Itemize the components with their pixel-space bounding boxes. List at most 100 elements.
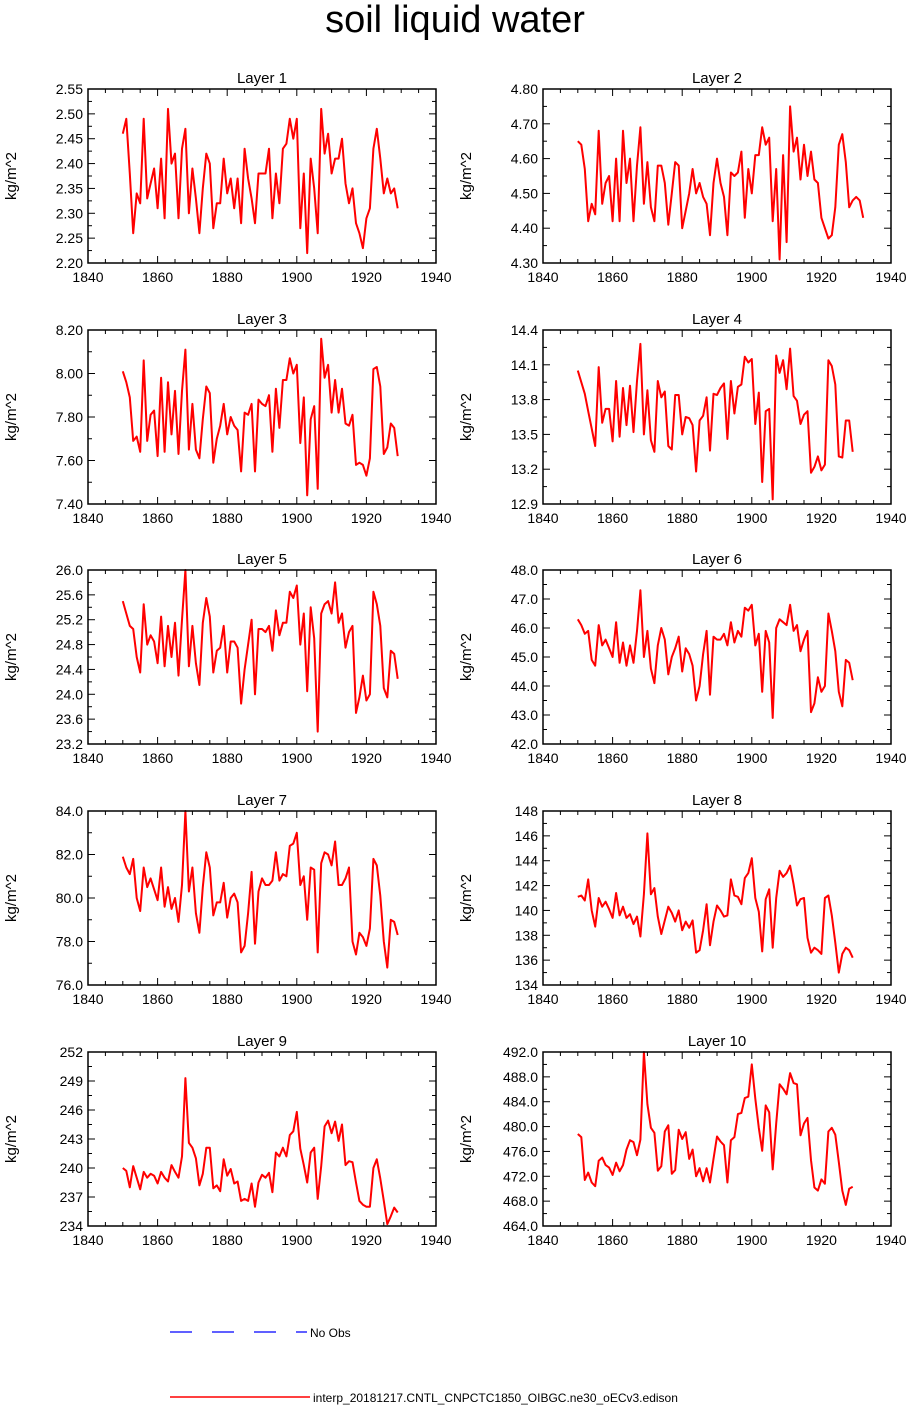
panel-3-xtick-label: 1880 <box>212 510 243 526</box>
panel-5: Layer 5 kg/m^2 1840 1860 1880 1900 1920 1940 23.… <box>3 551 452 766</box>
panel-6-ytick-label: 42.0 <box>511 736 538 752</box>
panel-1-series-line <box>121 107 399 255</box>
panel-5-ytick-label: 24.4 <box>56 661 83 677</box>
panel-4-ytick-label: 12.9 <box>511 496 538 512</box>
panel-8-ytick-label: 142 <box>515 878 539 894</box>
panel-3-xtick-label: 1920 <box>351 510 382 526</box>
panel-10-xtick-label: 1860 <box>597 1232 628 1248</box>
panel-1-ytick-label: 2.35 <box>56 180 83 196</box>
panel-7: Layer 7 kg/m^2 1840 1860 1880 1900 1920 1940 76.… <box>3 792 452 1007</box>
panel-9-ytick-label: 252 <box>60 1044 84 1060</box>
panel-1-ytick-label: 2.50 <box>56 106 83 122</box>
panel-2-ytick-label: 4.60 <box>511 151 538 167</box>
panel-1: Layer 1 kg/m^2 1840 1860 1880 1900 1920 1940 2.2… <box>3 70 452 285</box>
panel-4-xtick-label: 1860 <box>597 510 628 526</box>
panel-9-xtick-label: 1920 <box>351 1232 382 1248</box>
panel-10-series-line <box>577 1051 854 1206</box>
panel-9-ytick-label: 240 <box>60 1160 84 1176</box>
panel-5-ylabel: kg/m^2 <box>3 633 20 681</box>
panel-5-xtick-label: 1860 <box>142 750 173 766</box>
panel-1-ytick-label: 2.30 <box>56 205 83 221</box>
panel-4-xtick-label: 1920 <box>806 510 837 526</box>
panel-5-ytick-label: 25.2 <box>56 612 83 628</box>
panel-3-ytick-label: 7.60 <box>56 453 83 469</box>
panel-8-xtick-label: 1940 <box>875 991 906 1007</box>
panel-4-ylabel: kg/m^2 <box>458 393 475 441</box>
panel-7-ytick-label: 78.0 <box>56 934 83 950</box>
panel-2-xtick-label: 1940 <box>875 269 906 285</box>
panel-3-ytick-label: 7.40 <box>56 496 83 512</box>
panel-9-ytick-label: 243 <box>60 1131 84 1147</box>
panel-6-xtick-label: 1940 <box>875 750 906 766</box>
panel-5-xtick-label: 1880 <box>212 750 243 766</box>
panel-7-ytick-label: 76.0 <box>56 977 83 993</box>
panel-1-ytick-label: 2.20 <box>56 255 83 271</box>
panel-7-xtick-label: 1860 <box>142 991 173 1007</box>
panel-10-ytick-label: 492.0 <box>503 1044 538 1060</box>
panel-10-xtick-label: 1920 <box>806 1232 837 1248</box>
panel-2-xtick-label: 1900 <box>736 269 767 285</box>
panel-9-ytick-label: 237 <box>60 1189 84 1205</box>
panel-1-xtick-label: 1900 <box>281 269 312 285</box>
panel-2-xtick-label: 1860 <box>597 269 628 285</box>
panel-10-ytick-label: 472.0 <box>503 1168 538 1184</box>
panel-8-ylabel: kg/m^2 <box>458 874 475 922</box>
panel-10-xtick-label: 1840 <box>527 1232 558 1248</box>
panel-3-xtick-label: 1940 <box>420 510 451 526</box>
panel-5-series-line <box>121 569 399 733</box>
panel-10-xtick-label: 1880 <box>667 1232 698 1248</box>
panel-8-xtick-label: 1920 <box>806 991 837 1007</box>
panel-5-ytick-label: 25.6 <box>56 587 83 603</box>
panel-7-ytick-label: 80.0 <box>56 890 83 906</box>
panel-5-xtick-label: 1920 <box>351 750 382 766</box>
panel-3-series-line <box>121 337 399 497</box>
panel-5-ytick-label: 23.6 <box>56 711 83 727</box>
panel-10-xtick-label: 1940 <box>875 1232 906 1248</box>
panel-6-xtick-label: 1920 <box>806 750 837 766</box>
panel-10-ylabel: kg/m^2 <box>458 1115 475 1163</box>
panel-3: Layer 3 kg/m^2 1840 1860 1880 1900 1920 1940 7.4… <box>3 311 452 526</box>
panel-9-ytick-label: 234 <box>60 1218 84 1234</box>
panel-2-ytick-label: 4.80 <box>511 81 538 97</box>
chart-main-title: soil liquid water <box>325 0 585 41</box>
panel-3-ytick-label: 8.00 <box>56 366 83 382</box>
panel-8-series-line <box>577 832 854 974</box>
panel-7-xtick-label: 1920 <box>351 991 382 1007</box>
panel-9-xtick-label: 1840 <box>72 1232 103 1248</box>
panel-6-ytick-label: 45.0 <box>511 649 538 665</box>
panel-1-ytick-label: 2.45 <box>56 131 83 147</box>
panel-5-ytick-label: 24.8 <box>56 637 83 653</box>
panel-5-title: Layer 5 <box>237 551 287 568</box>
panel-10-ytick-label: 484.0 <box>503 1094 538 1110</box>
panel-9-xtick-label: 1880 <box>212 1232 243 1248</box>
panel-8-title: Layer 8 <box>692 792 742 809</box>
panel-6-ytick-label: 47.0 <box>511 591 538 607</box>
panel-4: Layer 4 kg/m^2 1840 1860 1880 1900 1920 1940 12.… <box>458 311 907 526</box>
panel-1-title: Layer 1 <box>237 70 287 87</box>
panel-7-ytick-label: 82.0 <box>56 847 83 863</box>
panel-1-xtick-label: 1880 <box>212 269 243 285</box>
panel-9-ylabel: kg/m^2 <box>3 1115 20 1163</box>
panel-7-ylabel: kg/m^2 <box>3 874 20 922</box>
panel-7-frame <box>87 810 437 986</box>
panel-2-frame <box>542 88 892 264</box>
panel-10: Layer 10 kg/m^2 1840 1860 1880 1900 1920 1940 46… <box>458 1033 907 1248</box>
panel-2-ytick-label: 4.50 <box>511 185 538 201</box>
panel-1-ylabel: kg/m^2 <box>3 152 20 200</box>
panel-5-ytick-label: 26.0 <box>56 562 83 578</box>
panel-4-ytick-label: 14.4 <box>511 322 538 338</box>
panel-3-xtick-label: 1840 <box>72 510 103 526</box>
panel-9-xtick-label: 1860 <box>142 1232 173 1248</box>
panel-2: Layer 2 kg/m^2 1840 1860 1880 1900 1920 1940 4.3… <box>458 70 907 285</box>
panel-1-ytick-label: 2.55 <box>56 81 83 97</box>
panel-1-ytick-label: 2.25 <box>56 230 83 246</box>
panel-7-ytick-label: 84.0 <box>56 803 83 819</box>
panel-6-xtick-label: 1880 <box>667 750 698 766</box>
panel-8-ytick-label: 148 <box>515 803 539 819</box>
panel-9: Layer 9 kg/m^2 1840 1860 1880 1900 1920 1940 234… <box>3 1033 452 1248</box>
panel-7-title: Layer 7 <box>237 792 287 809</box>
panel-4-title: Layer 4 <box>692 311 742 328</box>
panel-2-title: Layer 2 <box>692 70 742 87</box>
panel-6-series-line <box>576 589 854 719</box>
panel-3-xtick-label: 1900 <box>281 510 312 526</box>
